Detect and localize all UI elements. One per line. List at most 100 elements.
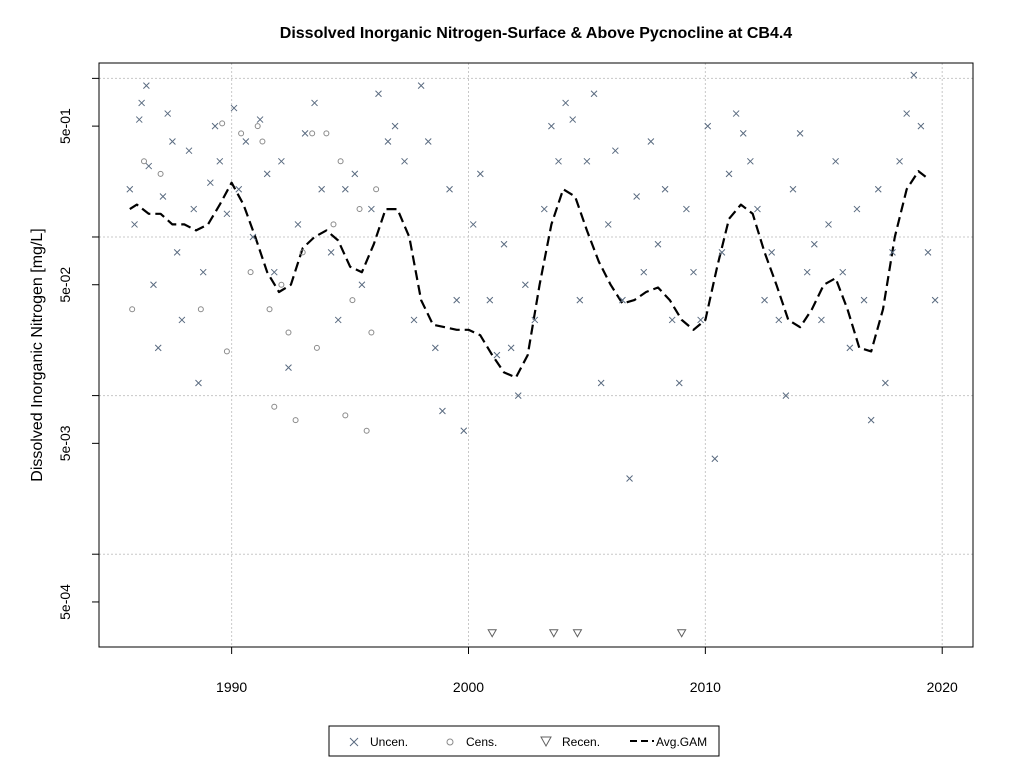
point-censored bbox=[342, 412, 349, 419]
point-uncensored bbox=[145, 162, 153, 170]
legend-item-recensored: Recen. bbox=[540, 735, 600, 749]
point-uncensored bbox=[619, 296, 626, 304]
point-censored bbox=[259, 138, 266, 145]
point-uncensored bbox=[126, 185, 134, 193]
point-censored bbox=[292, 417, 299, 424]
point-uncensored bbox=[626, 475, 633, 482]
point-uncensored bbox=[195, 379, 202, 387]
legend-label-recensored: Recen. bbox=[562, 735, 600, 749]
point-uncensored bbox=[604, 221, 612, 228]
point-censored bbox=[223, 348, 230, 355]
point-uncensored bbox=[223, 210, 231, 218]
point-uncensored bbox=[206, 179, 214, 187]
point-uncensored bbox=[839, 268, 847, 276]
point-uncensored bbox=[825, 221, 832, 228]
point-uncensored bbox=[391, 122, 399, 130]
point-uncensored bbox=[507, 344, 515, 352]
point-uncensored bbox=[150, 281, 157, 289]
point-uncensored bbox=[154, 344, 162, 352]
point-censored bbox=[363, 427, 370, 434]
point-censored bbox=[141, 158, 148, 165]
point-uncensored bbox=[211, 122, 219, 130]
point-uncensored bbox=[131, 221, 138, 228]
gam-line bbox=[129, 170, 927, 379]
point-uncensored bbox=[242, 138, 250, 145]
point-uncensored bbox=[555, 157, 562, 165]
y-tick-label: 5e-01 bbox=[57, 108, 73, 144]
point-uncensored bbox=[476, 170, 484, 178]
point-uncensored bbox=[917, 122, 925, 130]
y-tick-label: 5e-03 bbox=[57, 425, 73, 461]
point-uncensored bbox=[853, 205, 861, 213]
point-censored bbox=[330, 221, 337, 228]
point-censored bbox=[373, 186, 380, 193]
point-uncensored bbox=[249, 233, 257, 241]
y-axis: 5e-04 5e-03 5e-02 5e-01 bbox=[57, 77, 99, 620]
point-uncensored bbox=[860, 296, 868, 304]
point-uncensored bbox=[285, 364, 292, 372]
point-uncensored bbox=[789, 185, 797, 193]
point-uncensored bbox=[169, 138, 176, 145]
point-uncensored bbox=[810, 240, 818, 248]
point-uncensored bbox=[493, 351, 501, 359]
point-uncensored bbox=[173, 249, 181, 256]
point-uncensored bbox=[143, 82, 150, 89]
point-uncensored bbox=[384, 138, 392, 145]
point-uncensored bbox=[590, 90, 598, 98]
legend: Uncen. Cens. Recen. Avg.GAM bbox=[328, 725, 720, 757]
point-censored bbox=[349, 297, 356, 304]
point-uncensored bbox=[796, 130, 804, 137]
point-censored bbox=[285, 329, 292, 336]
y-axis-label: Dissolved Inorganic Nitrogen [mg/L] bbox=[29, 228, 46, 481]
point-censored bbox=[238, 130, 245, 137]
point-uncensored bbox=[633, 193, 641, 200]
legend-circle-marker bbox=[446, 738, 454, 746]
point-uncensored bbox=[697, 316, 704, 324]
point-uncensored bbox=[747, 157, 754, 165]
point-uncensored bbox=[294, 221, 302, 228]
point-uncensored bbox=[889, 249, 896, 256]
legend-item-uncensored: Uncen. bbox=[349, 735, 408, 749]
point-uncensored bbox=[138, 99, 145, 107]
point-uncensored bbox=[654, 240, 662, 248]
point-uncensored bbox=[185, 147, 193, 155]
point-uncensored bbox=[583, 157, 591, 165]
point-uncensored bbox=[514, 392, 522, 399]
point-uncensored bbox=[882, 379, 889, 387]
point-uncensored bbox=[178, 316, 186, 324]
point-uncensored bbox=[159, 193, 167, 200]
point-censored bbox=[309, 130, 316, 137]
point-recensored bbox=[676, 629, 687, 638]
point-uncensored bbox=[368, 205, 375, 213]
point-uncensored bbox=[711, 455, 719, 463]
point-censored bbox=[337, 158, 344, 165]
point-censored bbox=[313, 344, 320, 351]
point-uncensored bbox=[562, 99, 569, 107]
y-tick-label: 5e-04 bbox=[57, 584, 73, 620]
point-uncensored bbox=[931, 296, 939, 304]
point-censored bbox=[197, 306, 204, 313]
point-censored bbox=[278, 281, 285, 288]
point-uncensored bbox=[486, 296, 494, 304]
legend-triangle-marker bbox=[540, 736, 552, 748]
point-uncensored bbox=[199, 268, 207, 276]
point-uncensored bbox=[256, 116, 264, 123]
point-uncensored bbox=[647, 138, 655, 145]
point-uncensored bbox=[683, 205, 690, 213]
point-uncensored bbox=[761, 296, 768, 304]
point-uncensored bbox=[431, 344, 439, 352]
point-uncensored bbox=[675, 379, 683, 387]
point-uncensored bbox=[548, 122, 555, 130]
point-uncensored bbox=[803, 268, 811, 276]
point-uncensored bbox=[334, 316, 342, 324]
point-uncensored bbox=[531, 316, 539, 324]
point-uncensored bbox=[832, 157, 839, 165]
point-uncensored bbox=[576, 296, 584, 304]
x-tick-label: 2010 bbox=[690, 679, 721, 695]
legend-item-censored: Cens. bbox=[446, 735, 497, 749]
legend-item-gam: Avg.GAM bbox=[630, 735, 707, 749]
point-censored bbox=[323, 130, 330, 137]
point-uncensored bbox=[358, 281, 366, 289]
point-uncensored bbox=[278, 157, 285, 165]
